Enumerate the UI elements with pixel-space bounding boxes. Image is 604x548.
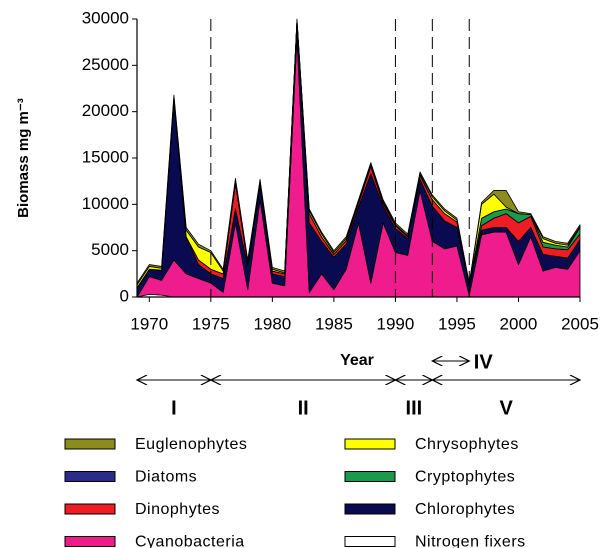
legend-label: Euglenophytes (135, 436, 247, 453)
legend-swatch (344, 438, 396, 450)
legend-swatch (344, 503, 396, 515)
legend-swatch (64, 471, 116, 482)
x-tick-label: 1980 (253, 314, 291, 333)
legend-label: Chlorophytes (415, 501, 515, 518)
legend-swatch (64, 536, 116, 547)
area (136, 18, 581, 286)
x-tick-label: 1970 (130, 314, 168, 333)
y-tick-label: 10000 (82, 194, 129, 213)
legend-label: Nitrogen fixers (415, 534, 526, 548)
legend-swatch (64, 438, 116, 450)
x-axis-label: Year (340, 352, 374, 369)
x-tick-label: 2000 (500, 314, 538, 333)
legend-label: Chrysophytes (415, 436, 519, 453)
y-tick-label: 0 (120, 286, 129, 305)
legend-swatch (64, 503, 116, 515)
y-tick-label: 5000 (91, 240, 129, 259)
legend-swatch (344, 471, 396, 482)
legend-label: Cryptophytes (415, 469, 515, 486)
period-label: III (406, 397, 423, 419)
x-tick-label: 1975 (192, 314, 230, 333)
x-tick-label: 1995 (438, 314, 476, 333)
y-tick-label: 25000 (82, 55, 129, 74)
x-tick-label: 2005 (561, 314, 599, 333)
period-label: V (499, 397, 513, 419)
x-tick-label: 1990 (377, 314, 415, 333)
legend-swatch (344, 536, 396, 547)
period-label: I (171, 397, 177, 419)
y-axis-label: Biomass mg m⁻³ (15, 98, 32, 218)
x-tick-label: 1985 (315, 314, 353, 333)
period-label: II (298, 397, 309, 419)
legend-label: Dinophytes (135, 501, 220, 518)
period-label: IV (474, 351, 494, 373)
y-tick-label: 15000 (82, 147, 129, 166)
legend-label: Cyanobacteria (135, 534, 245, 548)
y-tick-label: 20000 (82, 101, 129, 120)
y-tick-label: 30000 (82, 8, 129, 27)
legend-label: Diatoms (135, 469, 197, 486)
